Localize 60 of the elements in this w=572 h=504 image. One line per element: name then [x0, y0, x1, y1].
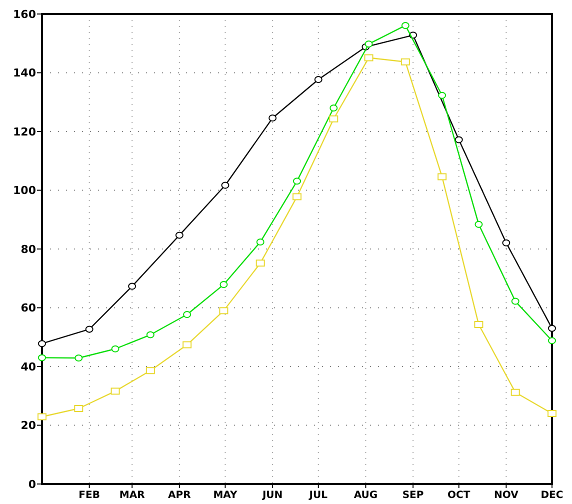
point [38, 340, 46, 348]
point [293, 178, 301, 185]
point [128, 282, 136, 290]
x-tick-label: APR [168, 490, 192, 501]
point [38, 413, 46, 420]
point [175, 232, 184, 239]
point [256, 238, 264, 246]
point [511, 298, 520, 305]
y-tick-label: 160 [13, 8, 36, 21]
point [38, 354, 46, 362]
point [268, 114, 277, 122]
point [256, 260, 265, 267]
point [474, 320, 484, 328]
x-tick-label: OCT [448, 490, 470, 501]
point [220, 281, 228, 288]
point [85, 326, 94, 333]
y-tick-label: 0 [28, 478, 36, 491]
point [364, 54, 374, 62]
point [454, 136, 463, 144]
x-tick-label: JUN [261, 490, 283, 501]
point [182, 341, 192, 348]
point [401, 22, 410, 29]
point [314, 76, 322, 84]
point [183, 311, 192, 318]
point [438, 173, 447, 180]
y-tick-label: 80 [20, 242, 36, 256]
x-tick-label: SEP [402, 490, 424, 501]
y-tick-label: 100 [13, 184, 36, 198]
x-tick-label: MAR [119, 490, 146, 501]
y-tick-label: 60 [20, 302, 36, 315]
point [146, 331, 154, 338]
x-tick-label: FEB [78, 490, 100, 501]
point [110, 388, 120, 395]
point [548, 410, 556, 417]
point [502, 239, 510, 246]
point [438, 92, 446, 99]
point [146, 367, 155, 374]
point [474, 220, 483, 228]
y-tick-label: 140 [13, 66, 36, 80]
y-tick-label: 40 [20, 360, 36, 374]
y-tick-label: 120 [13, 125, 36, 138]
point [292, 193, 302, 200]
y-tick-label: 20 [20, 419, 36, 432]
x-tick-label: NOV [494, 490, 519, 501]
point [548, 337, 556, 344]
point [400, 58, 410, 66]
x-tick-label: AUG [354, 490, 378, 501]
point [330, 104, 338, 112]
point [548, 324, 556, 332]
x-tick-label: MAY [213, 490, 238, 501]
x-tick-label: DEC [540, 490, 564, 501]
point [111, 345, 120, 352]
point [74, 405, 84, 412]
point [219, 307, 228, 314]
point [74, 354, 83, 362]
x-tick-label: JUL [308, 490, 328, 501]
point [364, 40, 373, 48]
point [221, 182, 230, 189]
point [510, 388, 520, 396]
point [329, 115, 338, 122]
